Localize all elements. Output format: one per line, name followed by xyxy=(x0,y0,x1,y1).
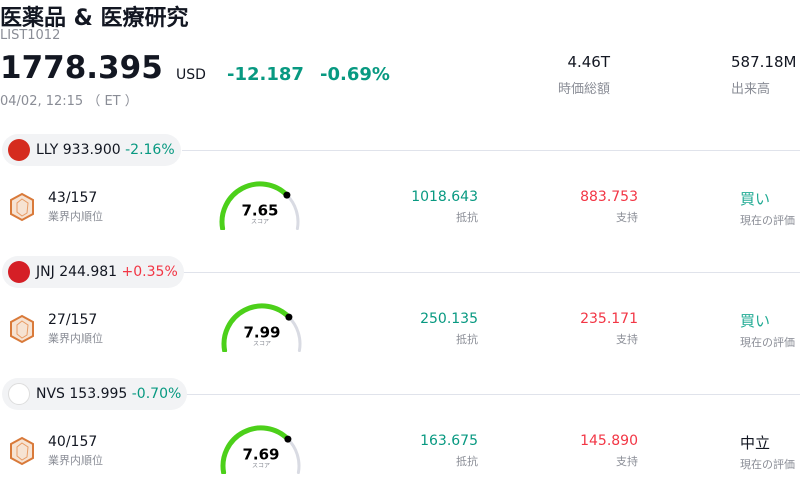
support: 235.171 xyxy=(580,311,638,327)
rank: 40/157 xyxy=(48,434,98,450)
score-gauge: 7.69 スコア xyxy=(220,425,301,474)
company-logo xyxy=(8,139,30,161)
stat-value: 4.46T xyxy=(567,53,610,71)
stat-label: 出来高 xyxy=(731,82,771,97)
resistance-label: 抵抗 xyxy=(456,211,478,224)
separator xyxy=(186,394,800,395)
ticker: NVS xyxy=(36,386,65,402)
score: 7.69 xyxy=(242,446,279,464)
rating-label: 現在の評価 xyxy=(740,214,795,227)
rank-icon xyxy=(10,314,34,344)
rank: 27/157 xyxy=(48,312,98,328)
separator xyxy=(182,150,800,151)
stock-change: -2.16% xyxy=(125,142,175,158)
resistance: 250.135 xyxy=(420,311,478,327)
separator xyxy=(182,272,800,273)
rank-label: 業界内順位 xyxy=(48,454,103,467)
stock-change: +0.35% xyxy=(121,264,178,280)
change: -12.187 xyxy=(227,64,304,85)
rank: 43/157 xyxy=(48,190,98,206)
resistance-label: 抵抗 xyxy=(456,455,478,468)
rank-icon xyxy=(10,436,34,466)
stock-price: 933.900 xyxy=(62,142,121,158)
stock-price: 244.981 xyxy=(59,264,118,280)
symbol: LIST1012 xyxy=(0,28,61,43)
support: 145.890 xyxy=(580,433,638,449)
stock-price: 153.995 xyxy=(69,386,128,402)
change-percent: -0.69% xyxy=(320,64,390,85)
rating-label: 現在の評価 xyxy=(740,458,795,471)
rank-label: 業界内順位 xyxy=(48,332,103,345)
rating: 買い xyxy=(740,190,771,208)
rating-label: 現在の評価 xyxy=(740,336,795,349)
stock-pill[interactable]: LLY 933.900 -2.16% xyxy=(2,134,181,166)
rating: 買い xyxy=(740,312,771,330)
stock-pill[interactable]: JNJ 244.981 +0.35% xyxy=(2,256,184,288)
rank-label: 業界内順位 xyxy=(48,210,103,223)
ticker: LLY xyxy=(36,142,59,158)
ticker: JNJ xyxy=(36,264,55,280)
rank-icon xyxy=(10,192,34,222)
stat-value: 587.18M xyxy=(731,53,797,71)
score-gauge: 7.99 スコア xyxy=(221,303,302,352)
timestamp: 04/02, 12:15 （ ET ） xyxy=(0,94,138,109)
score: 7.99 xyxy=(243,324,280,342)
support-label: 支持 xyxy=(616,333,638,346)
title: 医薬品 & 医療研究 xyxy=(0,6,189,31)
stat-label: 時価総額 xyxy=(557,82,610,97)
support-label: 支持 xyxy=(616,211,638,224)
stock-row[interactable]: LLY 933.900 -2.16% 43/157 業界内順位 7.65 スコア… xyxy=(0,134,800,254)
page: 医薬品 & 医療研究 LIST1012 1778.395 USD -12.187… xyxy=(0,6,800,474)
currency: USD xyxy=(176,67,206,83)
company-logo xyxy=(8,261,30,283)
resistance: 1018.643 xyxy=(411,189,478,205)
company-logo xyxy=(8,383,30,405)
stock-row[interactable]: JNJ 244.981 +0.35% 27/157 業界内順位 7.99 スコア… xyxy=(0,256,800,376)
rating: 中立 xyxy=(740,434,771,452)
price: 1778.395 xyxy=(0,50,163,86)
support: 883.753 xyxy=(580,189,638,205)
score: 7.65 xyxy=(241,202,278,220)
score-label: スコア xyxy=(251,219,269,226)
stock-change: -0.70% xyxy=(131,386,182,402)
score-label: スコア xyxy=(252,463,270,470)
support-label: 支持 xyxy=(616,455,638,468)
score-gauge: 7.65 スコア xyxy=(219,181,300,230)
resistance: 163.675 xyxy=(420,433,478,449)
stock-pill[interactable]: NVS 153.995 -0.70% xyxy=(2,378,188,410)
resistance-label: 抵抗 xyxy=(456,333,478,346)
stock-row[interactable]: NVS 153.995 -0.70% 40/157 業界内順位 7.69 スコア… xyxy=(0,378,800,498)
score-label: スコア xyxy=(253,341,271,348)
